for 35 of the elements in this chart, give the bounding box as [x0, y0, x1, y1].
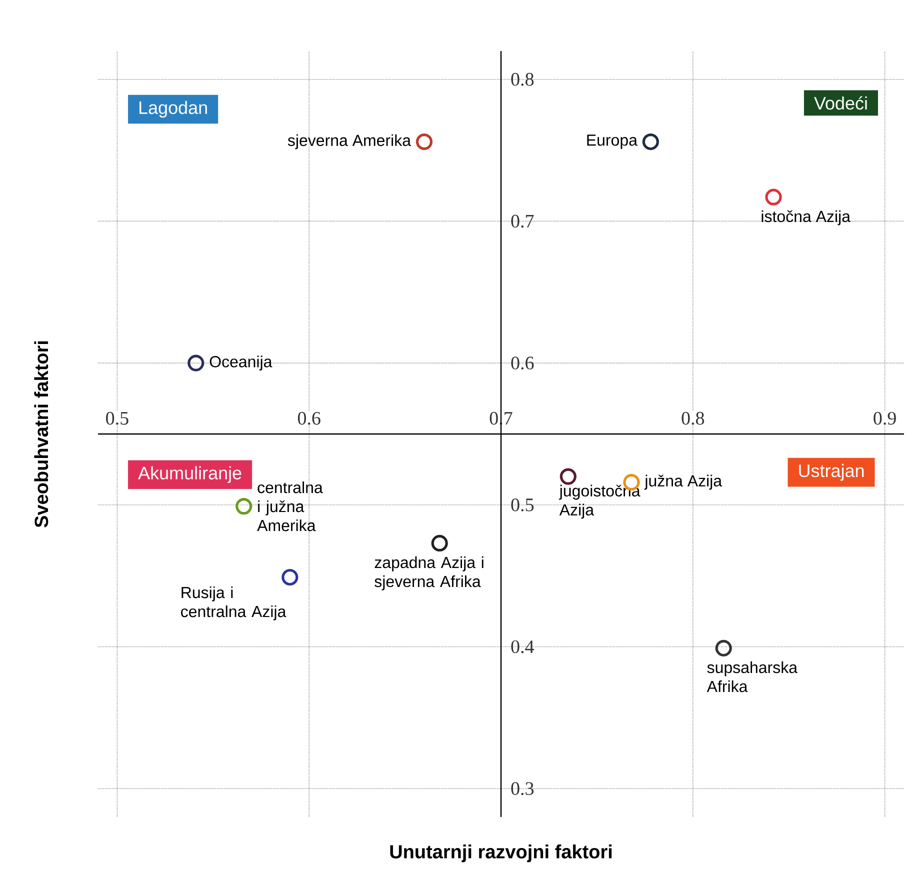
- point: [642, 133, 659, 150]
- y-axis-title: Sveobuhvatni faktori: [34, 341, 48, 528]
- annotation: Vodeći: [814, 96, 867, 110]
- y-tick-label: 0.7: [511, 214, 534, 228]
- annotation: Ustrajan: [799, 464, 864, 481]
- series-label: južna Azija: [644, 474, 722, 490]
- series-label: centralna i južna Amerika: [257, 481, 323, 532]
- annotation: Akumuliranje: [138, 466, 242, 483]
- x-tick-label: 0.5: [106, 412, 128, 425]
- point: [282, 568, 298, 586]
- point: [236, 498, 252, 515]
- point: [715, 640, 732, 656]
- point: [560, 468, 576, 485]
- x-tick-label: 0.8: [682, 412, 704, 425]
- y-tick-label: 0.5: [511, 498, 534, 512]
- point: [416, 133, 433, 150]
- point: [188, 354, 204, 372]
- series-label: supsaharska Afrika: [706, 661, 798, 692]
- series-label: jugoistočna Azija: [558, 484, 640, 519]
- series-label: Europa: [587, 134, 638, 149]
- y-tick-label: 0.6: [511, 356, 534, 370]
- point: [431, 534, 448, 552]
- series-label: istočna Azija: [762, 210, 850, 226]
- series-label: Oceanija: [210, 356, 272, 371]
- y-tick-label: 0.3: [511, 782, 534, 796]
- x-axis-title: Unutarnji razvojni faktori: [390, 844, 612, 862]
- point: [765, 188, 782, 206]
- y-tick-label: 0.4: [511, 640, 534, 654]
- y-tick-label: 0.8: [511, 72, 534, 86]
- annotation: Lagodan: [140, 100, 207, 118]
- series-label: zapadna Azija i sjeverna Afrika: [374, 556, 484, 590]
- series-label: sjeverna Amerika: [288, 134, 412, 150]
- x-tick-label: 0.6: [298, 412, 320, 425]
- series-label: Rusija i centralna Azija: [181, 586, 286, 620]
- x-tick-label: 0.9: [874, 412, 896, 425]
